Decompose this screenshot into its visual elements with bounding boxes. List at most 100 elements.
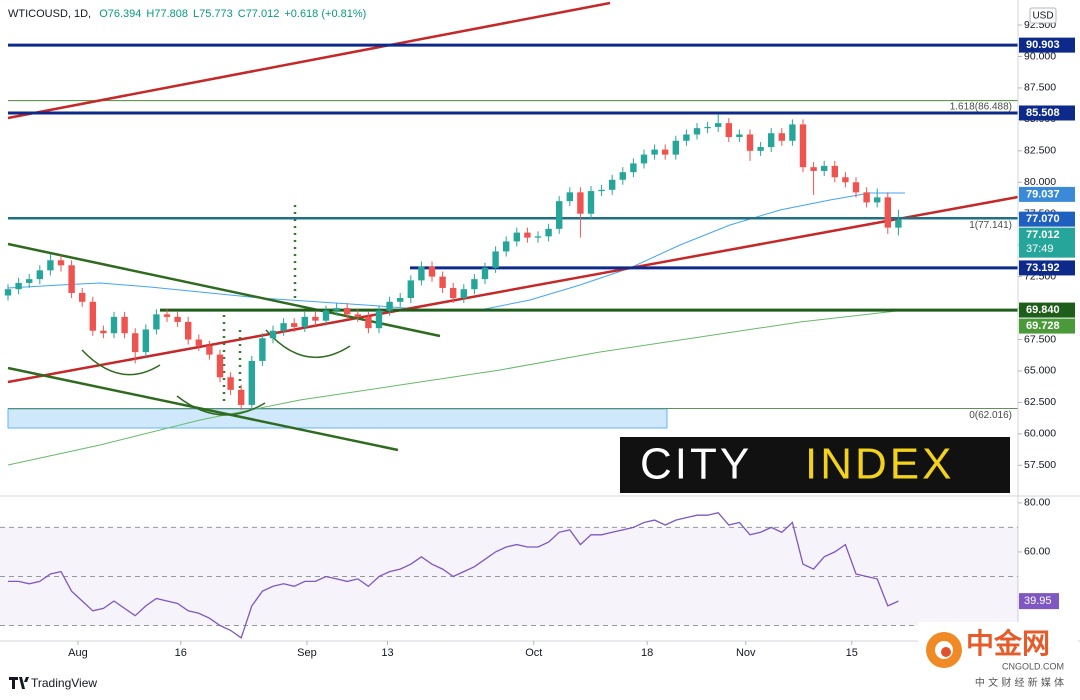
price-label: 73.192 — [1026, 262, 1060, 274]
y-tick-label: 60.000 — [1024, 428, 1056, 440]
candle-body — [333, 308, 340, 311]
moving-average-slow — [7, 309, 906, 466]
candle-body — [672, 140, 680, 155]
candle-body — [89, 301, 97, 331]
watermark-text: INDEX — [805, 440, 954, 489]
candle-body — [312, 316, 319, 321]
price-label-box — [1019, 37, 1075, 53]
change: +0.618 (+0.81%) — [284, 8, 367, 20]
price-label-box — [1019, 260, 1075, 276]
candle-body — [132, 333, 139, 353]
candle-body — [47, 260, 54, 271]
candle-body — [778, 133, 786, 141]
price-label: 69.840 — [1026, 304, 1060, 316]
price-label: 85.508 — [1026, 107, 1060, 119]
indicator-value-box — [1019, 593, 1059, 610]
candle-body — [269, 330, 277, 339]
candle-body — [301, 316, 309, 327]
candle-body — [524, 232, 531, 238]
candle-body — [884, 197, 892, 228]
logo-icon — [941, 647, 951, 657]
candle-body — [842, 177, 849, 183]
trend-line — [7, 366, 399, 452]
candle-body — [26, 279, 33, 283]
price-label: 79.037 — [1026, 188, 1060, 200]
y-tick-label: 80.000 — [1024, 176, 1056, 188]
candle-body — [110, 316, 118, 334]
candle-body — [863, 192, 870, 203]
candle-body — [874, 197, 881, 203]
candle-body — [354, 314, 362, 317]
candle-body — [736, 134, 743, 137]
candle-body — [587, 191, 595, 214]
x-tick-label: 13 — [381, 647, 393, 659]
candle-body — [428, 266, 436, 277]
candle-body — [609, 179, 616, 190]
trend-line — [7, 1, 611, 120]
x-tick-label: Sep — [297, 647, 317, 659]
candle-body — [693, 128, 701, 135]
candles — [4, 114, 902, 410]
candle-body — [831, 165, 839, 178]
logo-text: 中金网 — [966, 627, 1050, 660]
y-tick-label: 87.500 — [1024, 82, 1056, 94]
candle-body — [386, 301, 393, 311]
candle-body — [799, 124, 807, 168]
pattern-arc — [176, 395, 266, 416]
candle-body — [715, 123, 722, 127]
candle-body — [481, 267, 489, 280]
logo-tagline: 中 文 财 经 新 媒 体 — [975, 676, 1064, 689]
symbol: WTICOUSD, 1D, — [8, 8, 92, 20]
candle-body — [79, 292, 86, 302]
candle-body — [15, 282, 22, 290]
y-tick-label: 90.000 — [1024, 50, 1056, 62]
candle-body — [365, 316, 372, 329]
candle-body — [895, 219, 902, 228]
candle-body — [534, 236, 542, 238]
candle-body — [503, 241, 510, 252]
ohlc-value: H77.808 — [146, 8, 188, 20]
price-label-box — [1019, 105, 1075, 121]
price-label: 77.070 — [1026, 213, 1060, 225]
pattern-arc — [81, 349, 161, 376]
candle-body — [375, 310, 383, 329]
y-tick-label: 65.000 — [1024, 365, 1056, 377]
candle-body — [163, 314, 171, 317]
candle-body — [630, 163, 637, 173]
candle-body — [662, 149, 669, 155]
candle-body — [471, 279, 478, 290]
indicator-line — [8, 511, 899, 639]
ohlc-value: L75.773 — [192, 8, 233, 20]
cngold-logo: 中金网 CNGOLD.COM 中 文 财 经 新 媒 体 — [918, 622, 1078, 692]
candle-body — [185, 321, 192, 340]
candle-body — [821, 165, 828, 171]
logo-url: CNGOLD.COM — [1002, 661, 1064, 671]
candle-body — [4, 289, 12, 296]
price-label: 77.012 — [1026, 229, 1060, 241]
candle-body — [566, 192, 574, 202]
fib-labels: 1.618(86.488) 1(77.141) 0(62.016) — [950, 101, 1012, 421]
candle-body — [545, 228, 552, 237]
ohlc-value: C77.012 — [237, 8, 280, 20]
indicator-value-label: 39.95 — [1024, 595, 1052, 607]
indicator-tick-label: 80.00 — [1024, 497, 1050, 509]
x-tick-label: 15 — [846, 647, 858, 659]
candle-body — [492, 251, 499, 268]
drawings — [7, 1, 1019, 466]
fib-label: 0(62.016) — [969, 410, 1012, 421]
candle-body — [195, 339, 203, 346]
fib-label: 1.618(86.488) — [950, 101, 1012, 112]
tradingview-text: TradingView — [31, 676, 97, 690]
candle-body — [577, 192, 584, 214]
support-zone — [7, 408, 668, 429]
candle-body — [259, 338, 266, 361]
candle-body — [291, 323, 298, 327]
candle-body — [238, 389, 245, 405]
y-tick-label: 62.500 — [1024, 396, 1056, 408]
candle-body — [248, 360, 256, 405]
x-tick-label: 16 — [175, 647, 187, 659]
candle-body — [397, 298, 404, 302]
candle-body — [757, 147, 764, 151]
